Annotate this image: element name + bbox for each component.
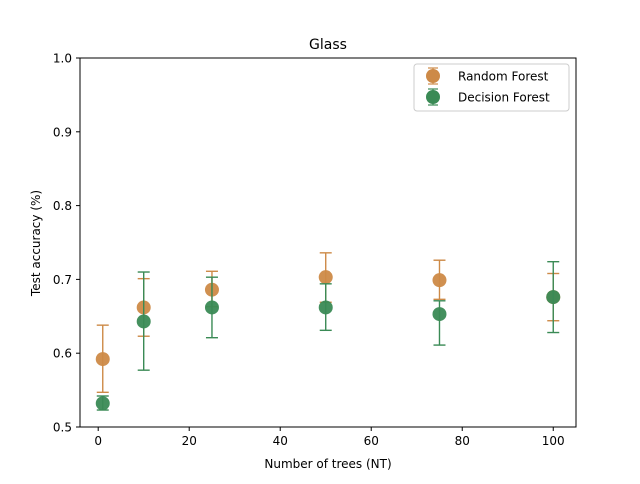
data-point-decision-forest <box>204 300 219 315</box>
x-tick-label: 20 <box>182 434 197 448</box>
y-tick-label: 0.5 <box>53 421 72 435</box>
data-point-decision-forest <box>318 300 333 315</box>
y-tick-label: 0.6 <box>53 347 72 361</box>
data-point-decision-forest <box>136 314 151 329</box>
series-layer <box>95 252 561 411</box>
legend-label-random-forest: Random Forest <box>458 70 549 84</box>
x-axis-label: Number of trees (NT) <box>264 457 391 471</box>
legend-entry-random-forest: Random Forest <box>426 67 549 85</box>
x-tick-label: 0 <box>94 434 102 448</box>
x-tick-label: 100 <box>542 434 565 448</box>
legend-entry-decision-forest: Decision Forest <box>426 88 550 106</box>
plot-area <box>80 58 576 427</box>
data-point-decision-forest <box>546 290 561 305</box>
data-point-decision-forest <box>95 396 110 411</box>
y-tick-label: 0.7 <box>53 273 72 287</box>
y-tick-label: 0.8 <box>53 199 72 213</box>
data-point-decision-forest <box>432 307 447 322</box>
y-axis-label: Test accuracy (%) <box>29 190 43 297</box>
data-point-random-forest <box>95 352 110 367</box>
data-point-random-forest <box>432 273 447 288</box>
y-tick-label: 0.9 <box>53 125 72 139</box>
y-tick-label: 1.0 <box>53 52 72 66</box>
axes-border <box>79 57 577 428</box>
x-axis-ticks: 0 20 40 60 80 100 <box>94 427 565 448</box>
legend-box <box>413 63 570 112</box>
legend-label-decision-forest: Decision Forest <box>458 91 550 105</box>
legend-marker-decision-forest <box>426 90 440 104</box>
plot-background <box>80 58 576 427</box>
axes-frame <box>79 57 577 428</box>
x-tick-label: 40 <box>273 434 288 448</box>
series-decision-forest <box>95 260 561 411</box>
x-tick-label: 60 <box>364 434 379 448</box>
legend: Random Forest Decision Forest <box>413 63 570 112</box>
y-axis-ticks: 0.5 0.6 0.7 0.8 0.9 1.0 <box>53 52 80 435</box>
x-tick-label: 80 <box>455 434 470 448</box>
data-point-random-forest <box>318 270 333 285</box>
chart-title: Glass <box>309 37 347 53</box>
legend-marker-random-forest <box>426 69 440 83</box>
